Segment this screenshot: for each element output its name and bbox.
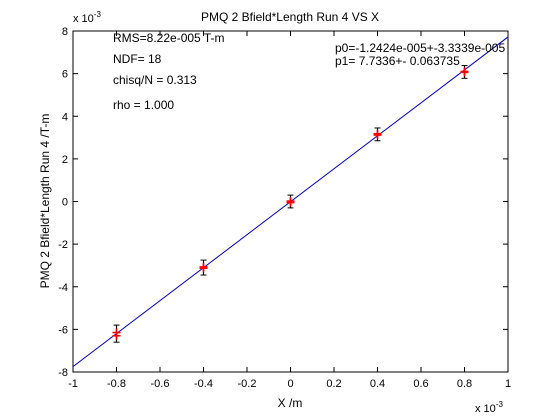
y-tick-label: 6 xyxy=(62,69,68,81)
x-tick-label: -0.8 xyxy=(107,378,126,390)
annotation-rho: rho = 1.000 xyxy=(113,98,174,112)
data-point xyxy=(199,262,208,271)
chart-title: PMQ 2 Bfield*Length Run 4 VS X xyxy=(201,10,379,24)
data-point xyxy=(286,197,295,206)
y-tick-label: 4 xyxy=(62,111,68,123)
annotation-ndf: NDF= 18 xyxy=(113,52,162,66)
x-tick-label: -0.6 xyxy=(151,378,170,390)
x-tick-label: 0.4 xyxy=(370,378,385,390)
y-tick-label: -2 xyxy=(58,239,68,251)
x-tick-label: -0.2 xyxy=(238,378,257,390)
y-tick-label: -8 xyxy=(58,367,68,379)
x-tick-label: 1 xyxy=(505,378,511,390)
x-tick-label: -0.4 xyxy=(194,378,213,390)
data-point xyxy=(373,131,382,140)
x-tick-label: 0.6 xyxy=(413,378,428,390)
x-axis-multiplier: x 10-3 xyxy=(475,400,503,415)
annotation-p0: p0=-1.2424e-005+-3.3339e-005 xyxy=(335,41,505,55)
x-tick-label: 0 xyxy=(287,378,293,390)
data-point xyxy=(112,328,121,337)
data-point xyxy=(460,68,469,77)
annotation-rms: RMS=8.22e-005 T-m xyxy=(113,31,225,45)
y-tick-label: -4 xyxy=(58,282,68,294)
y-axis-multiplier: x 10-3 xyxy=(73,10,101,25)
y-tick-label: 0 xyxy=(62,197,68,209)
data-point-layer xyxy=(112,67,469,340)
x-tick-label: 0.2 xyxy=(326,378,341,390)
axis-ticks: -1 -0.8 -0.6 -0.4 -0.2 0 0.2 0.4 0.6 0.8 1 -8 -6 -4 -2… xyxy=(58,26,511,390)
x-axis-label: X /m xyxy=(278,396,303,410)
annotation-p1: p1= 7.7336+- 0.063735 xyxy=(335,54,460,68)
x-tick-label: 0.8 xyxy=(457,378,472,390)
y-tick-label: 8 xyxy=(62,26,68,38)
y-tick-label: 2 xyxy=(62,154,68,166)
y-tick-label: -6 xyxy=(58,324,68,336)
y-axis-label: PMQ 2 Bfield*Length Run 4 /T-m xyxy=(38,114,52,289)
x-tick-label: -1 xyxy=(68,378,78,390)
annotation-chisq: chisq/N = 0.313 xyxy=(113,73,197,87)
